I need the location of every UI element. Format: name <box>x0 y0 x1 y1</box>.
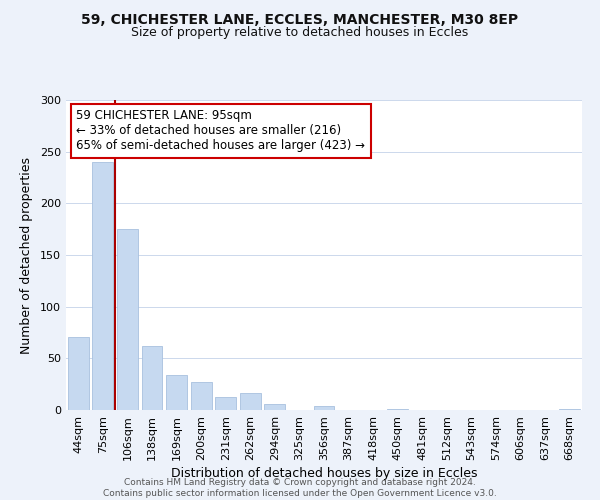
Bar <box>215 396 236 410</box>
Text: Size of property relative to detached houses in Eccles: Size of property relative to detached ho… <box>131 26 469 39</box>
Text: Contains HM Land Registry data © Crown copyright and database right 2024.
Contai: Contains HM Land Registry data © Crown c… <box>103 478 497 498</box>
Bar <box>387 409 408 410</box>
Bar <box>142 346 163 410</box>
Text: 59, CHICHESTER LANE, ECCLES, MANCHESTER, M30 8EP: 59, CHICHESTER LANE, ECCLES, MANCHESTER,… <box>82 12 518 26</box>
Bar <box>314 406 334 410</box>
Bar <box>92 162 113 410</box>
Y-axis label: Number of detached properties: Number of detached properties <box>20 156 33 354</box>
X-axis label: Distribution of detached houses by size in Eccles: Distribution of detached houses by size … <box>171 467 477 480</box>
Bar <box>117 229 138 410</box>
Bar <box>191 382 212 410</box>
Bar <box>265 404 286 410</box>
Bar <box>166 375 187 410</box>
Bar <box>559 409 580 410</box>
Bar <box>240 394 261 410</box>
Text: 59 CHICHESTER LANE: 95sqm
← 33% of detached houses are smaller (216)
65% of semi: 59 CHICHESTER LANE: 95sqm ← 33% of detac… <box>76 110 365 152</box>
Bar <box>68 336 89 410</box>
